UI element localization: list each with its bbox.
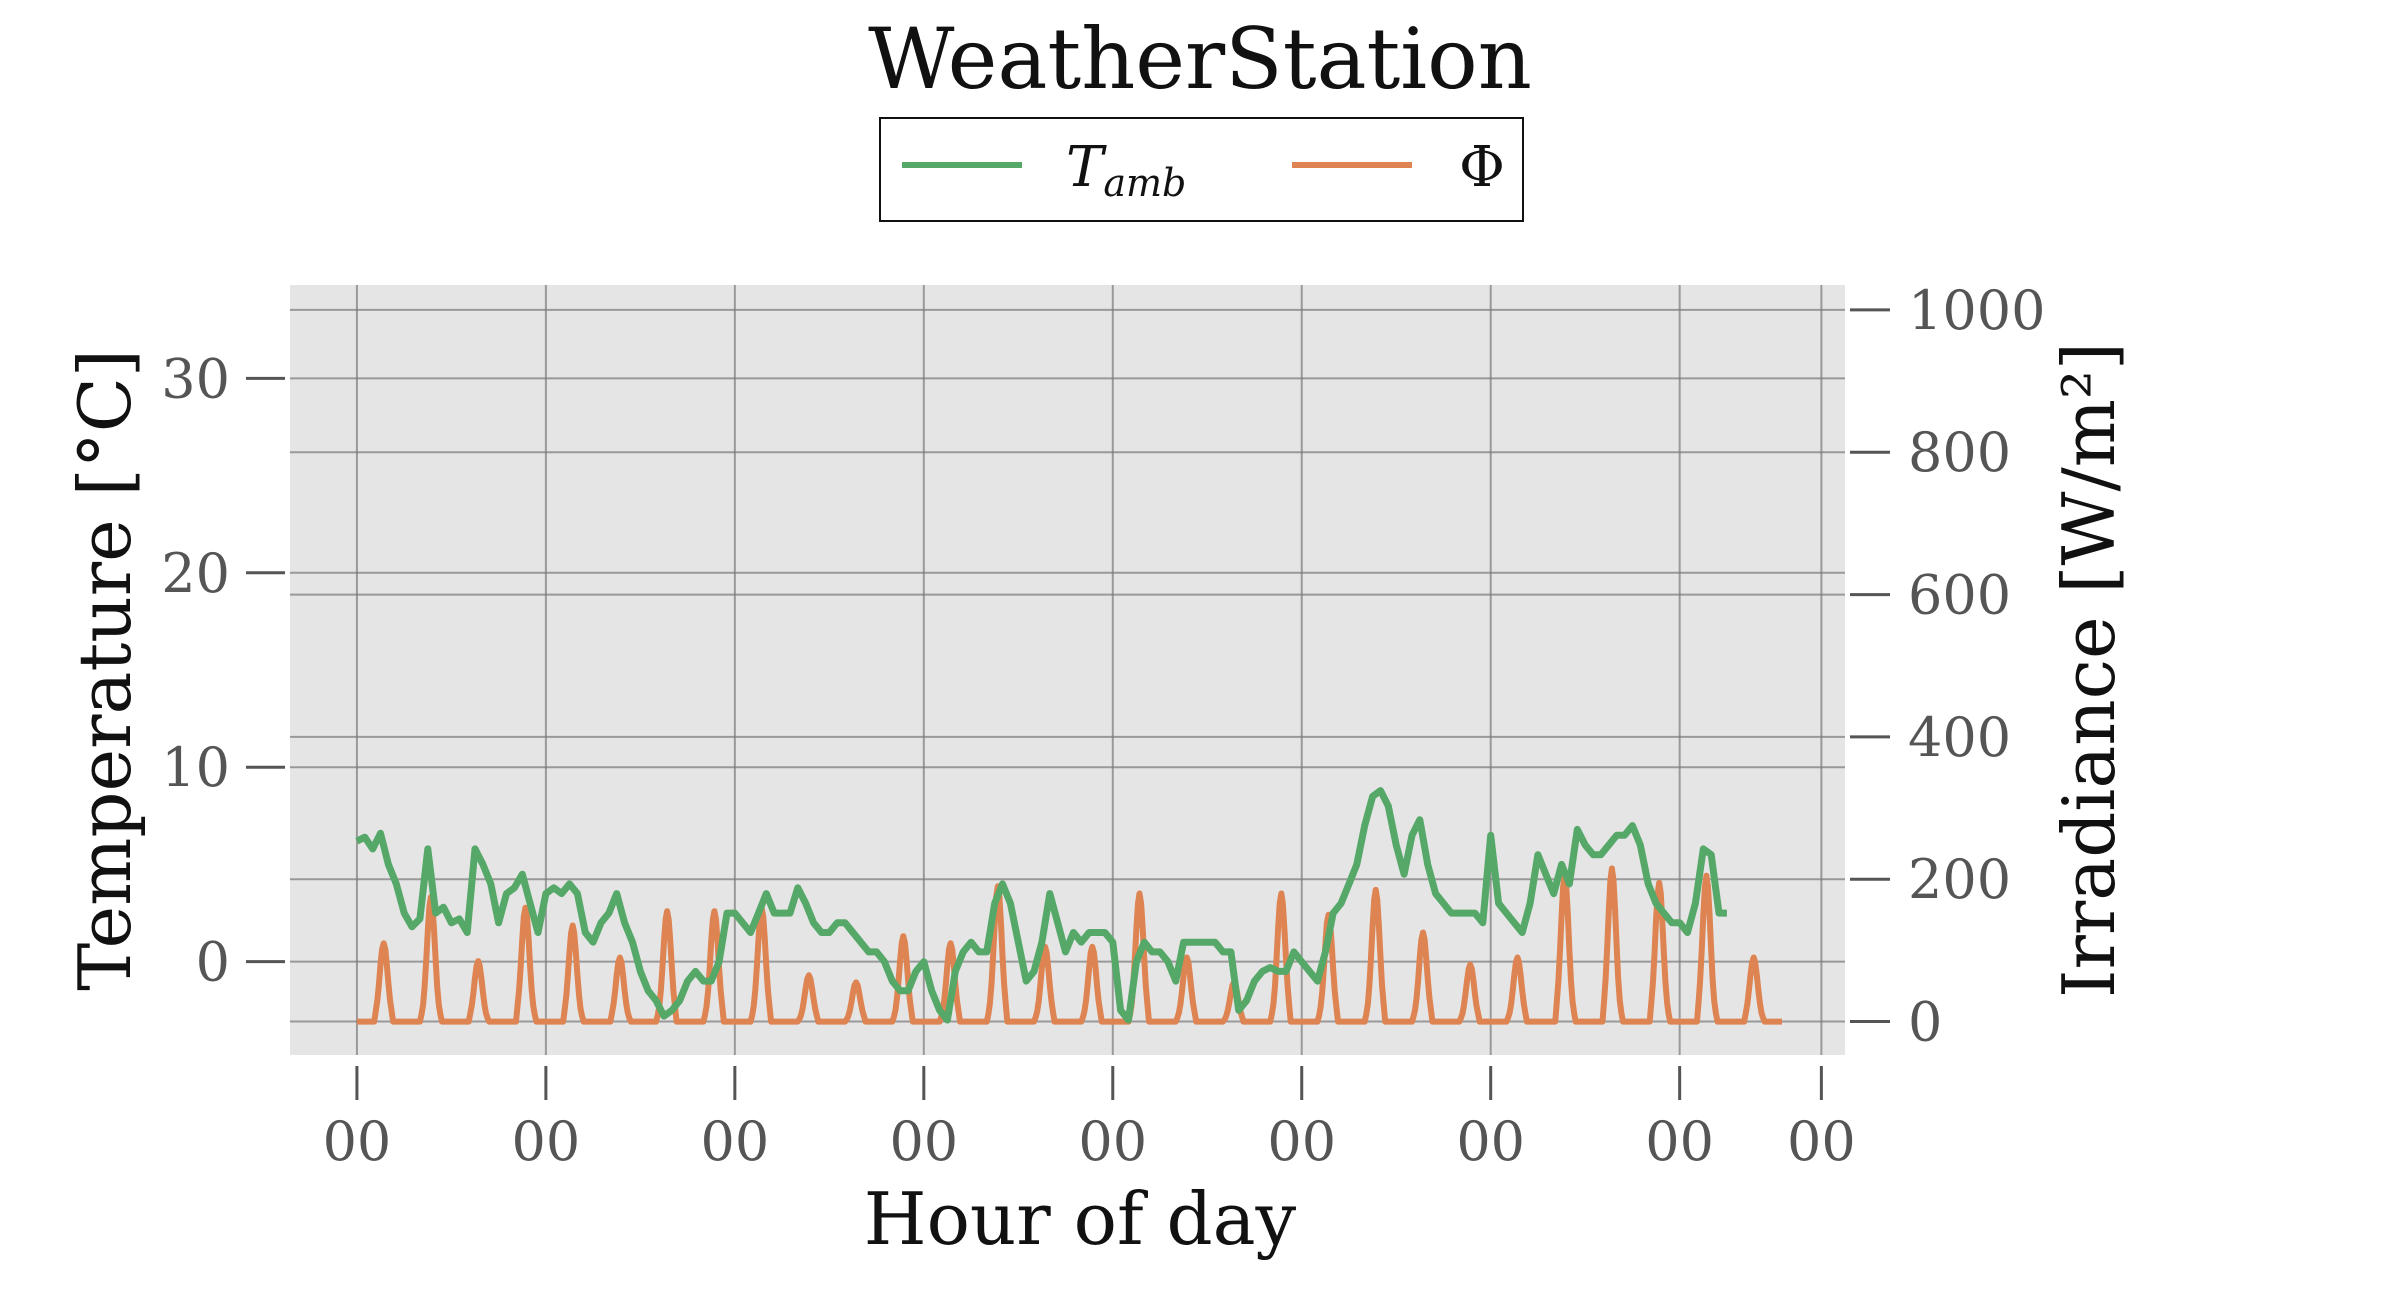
legend-label-phi: Φ bbox=[1459, 135, 1505, 200]
x-tick-label: 00 bbox=[323, 1110, 392, 1173]
x-tick-label: 00 bbox=[889, 1110, 958, 1173]
y-tick-label-right: 200 bbox=[1908, 848, 2011, 911]
x-tick-label: 00 bbox=[1456, 1110, 1525, 1173]
series-line-phi bbox=[355, 865, 1784, 1025]
y-tick-label-left: 0 bbox=[196, 931, 230, 994]
x-tick-label: 00 bbox=[1267, 1110, 1336, 1173]
y-axis-label-right: Irradiance [W/m²] bbox=[2047, 342, 2131, 998]
chart-title: WeatherStation bbox=[868, 10, 1532, 108]
y-tick-label-left: 20 bbox=[161, 542, 230, 605]
legend-label-tamb: Tamb bbox=[1066, 135, 1186, 205]
y-tick-label-left: 10 bbox=[161, 736, 230, 799]
y-tick-label-right: 800 bbox=[1908, 421, 2011, 484]
y-tick-label-right: 0 bbox=[1908, 991, 1942, 1054]
legend-label-tamb-sub: amb bbox=[1103, 161, 1186, 205]
y-tick-label-right: 600 bbox=[1908, 564, 2011, 627]
legend-box bbox=[879, 117, 1524, 222]
x-tick-label: 00 bbox=[1645, 1110, 1714, 1173]
legend-label-tamb-base: T bbox=[1066, 135, 1107, 200]
y-tick-label-right: 400 bbox=[1908, 706, 2011, 769]
series-layer bbox=[355, 787, 1784, 1025]
series-line-tamb bbox=[355, 787, 1727, 1024]
plot-area bbox=[290, 285, 1845, 1055]
legend: Tamb Φ bbox=[879, 117, 1524, 222]
x-tick-label: 00 bbox=[700, 1110, 769, 1173]
x-tick-label: 00 bbox=[1787, 1110, 1856, 1173]
axes: 00 00 00 00 00 00 00 00 000102030020040060080010… bbox=[161, 279, 2045, 1173]
y-tick-label-left: 30 bbox=[161, 347, 230, 410]
x-tick-label: 00 bbox=[512, 1110, 581, 1173]
y-axis-label-left: Temperature [°C] bbox=[63, 349, 147, 991]
x-axis-label: Hour of day bbox=[864, 1177, 1297, 1261]
x-tick-label: 00 bbox=[1078, 1110, 1147, 1173]
y-tick-label-right: 1000 bbox=[1908, 279, 2045, 342]
